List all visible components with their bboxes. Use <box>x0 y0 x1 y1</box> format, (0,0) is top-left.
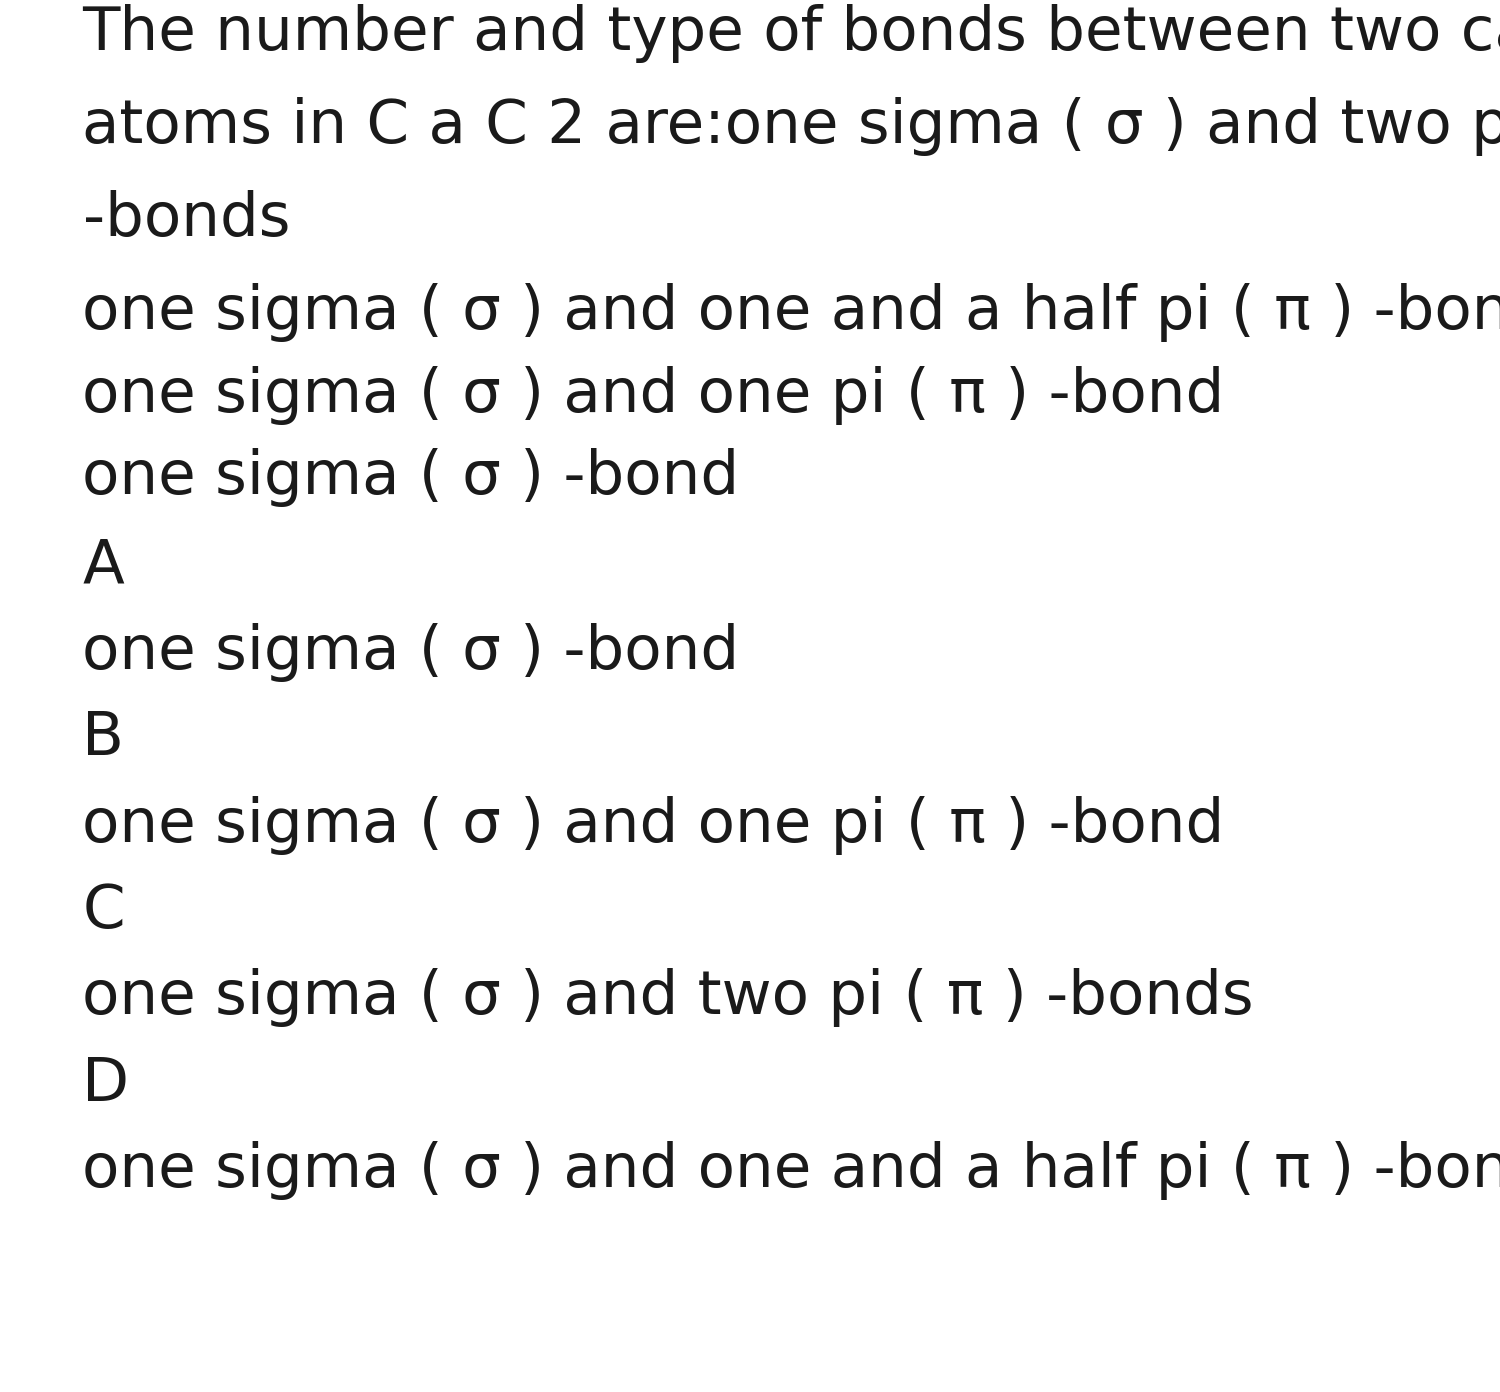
Text: B: B <box>82 710 124 768</box>
Text: one sigma ( σ ) and one and a half pi ( π ) -bonds: one sigma ( σ ) and one and a half pi ( … <box>82 284 1500 342</box>
Text: A: A <box>82 537 124 596</box>
Text: C: C <box>82 883 124 941</box>
Text: one sigma ( σ ) -bond: one sigma ( σ ) -bond <box>82 448 740 507</box>
Text: one sigma ( σ ) and one pi ( π ) -bond: one sigma ( σ ) and one pi ( π ) -bond <box>82 366 1224 425</box>
Text: D: D <box>82 1055 129 1114</box>
Text: -bonds: -bonds <box>82 191 290 249</box>
Text: The number and type of bonds between two carbon: The number and type of bonds between two… <box>82 4 1500 63</box>
Text: one sigma ( σ ) and one and a half pi ( π ) -bonds: one sigma ( σ ) and one and a half pi ( … <box>82 1141 1500 1200</box>
Text: atoms in C a C 2 are:one sigma ( σ ) and two pi ( π ): atoms in C a C 2 are:one sigma ( σ ) and… <box>82 97 1500 156</box>
Text: one sigma ( σ ) -bond: one sigma ( σ ) -bond <box>82 624 740 682</box>
Text: one sigma ( σ ) and one pi ( π ) -bond: one sigma ( σ ) and one pi ( π ) -bond <box>82 796 1224 855</box>
Text: one sigma ( σ ) and two pi ( π ) -bonds: one sigma ( σ ) and two pi ( π ) -bonds <box>82 969 1254 1027</box>
